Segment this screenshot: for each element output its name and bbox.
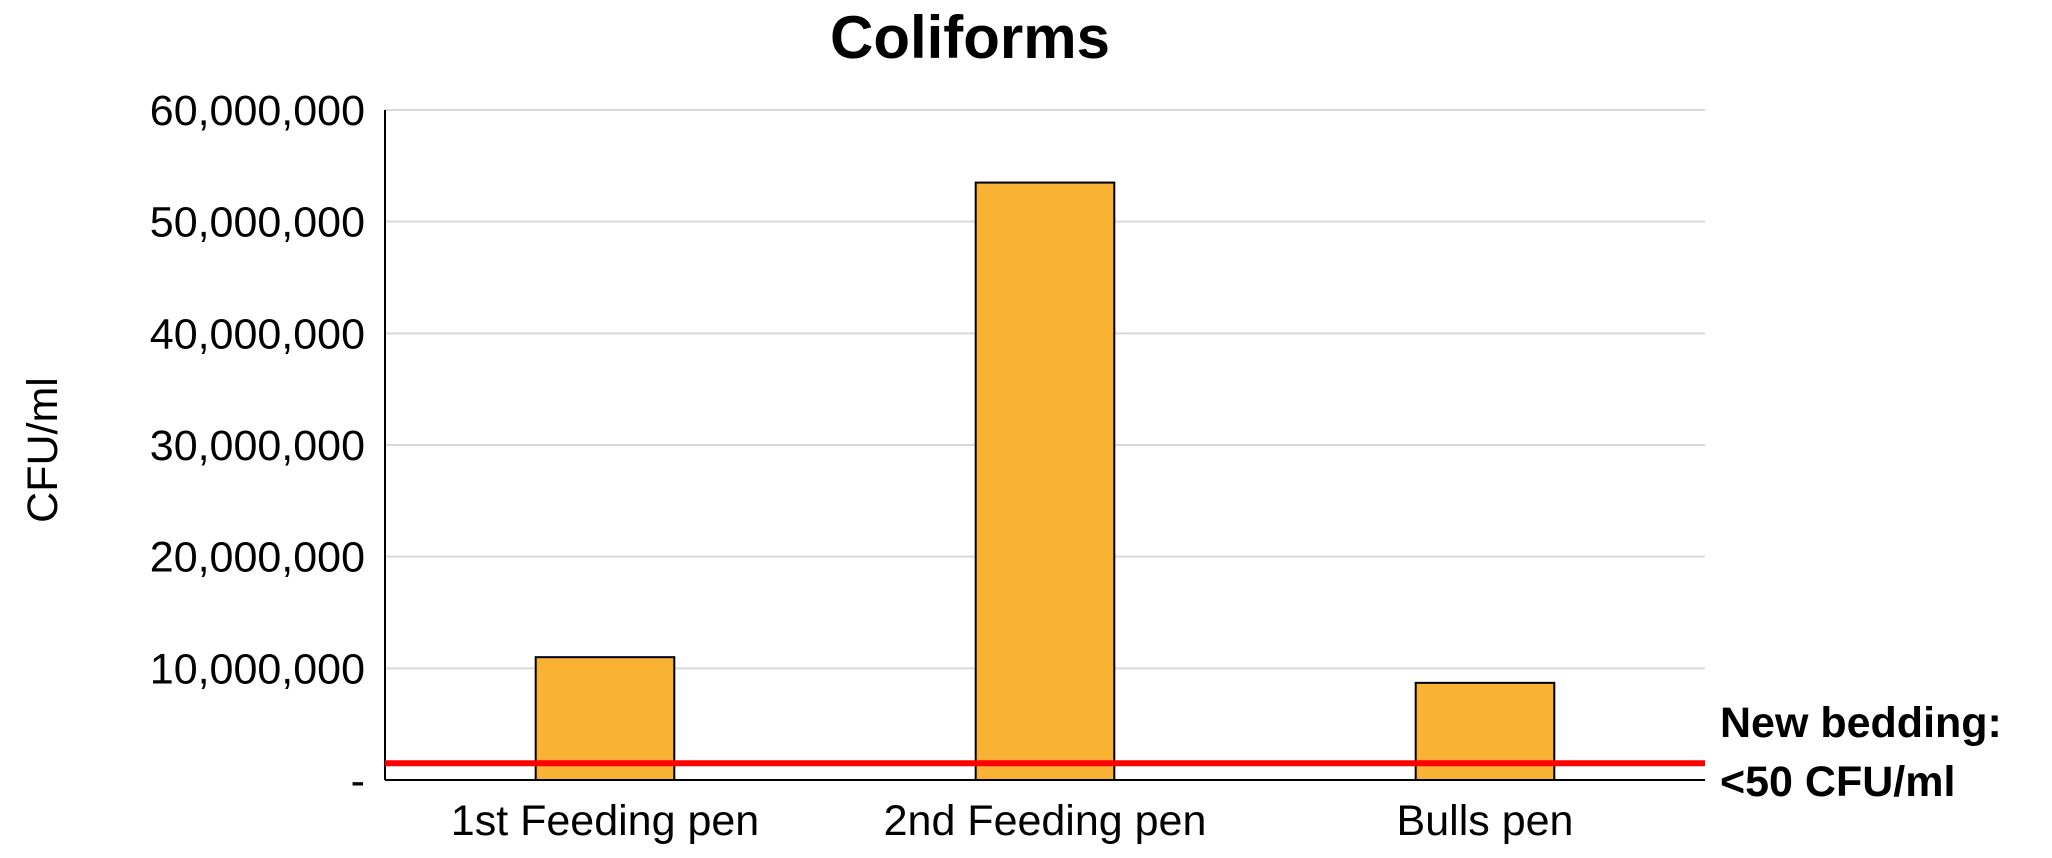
y-axis-label: CFU/ml xyxy=(19,377,67,523)
y-tick-labels: - 10,000,000 20,000,000 30,000,000 40,000,00… xyxy=(150,87,365,805)
bar xyxy=(974,181,1116,782)
reference-label-line2: <50 CFU/ml xyxy=(1720,758,1955,806)
x-tick-label: 2nd Feeding pen xyxy=(884,797,1207,845)
y-tick-label: 10,000,000 xyxy=(150,645,365,693)
y-tick-label: 30,000,000 xyxy=(150,422,365,470)
chart-title: Coliforms xyxy=(830,4,1110,71)
reference-label-line1: New bedding: xyxy=(1720,699,2002,747)
y-tick-label: 40,000,000 xyxy=(150,310,365,358)
x-tick-labels: 1st Feeding pen 2nd Feeding pen Bulls pen xyxy=(451,797,1574,845)
y-tick-label: 20,000,000 xyxy=(150,534,365,582)
y-tick-label: 50,000,000 xyxy=(150,199,365,247)
bars xyxy=(534,181,1556,782)
x-tick-label: Bulls pen xyxy=(1397,797,1574,845)
y-tick-label: 60,000,000 xyxy=(150,87,365,135)
x-tick-label: 1st Feeding pen xyxy=(451,797,759,845)
y-tick-label: - xyxy=(351,757,365,805)
